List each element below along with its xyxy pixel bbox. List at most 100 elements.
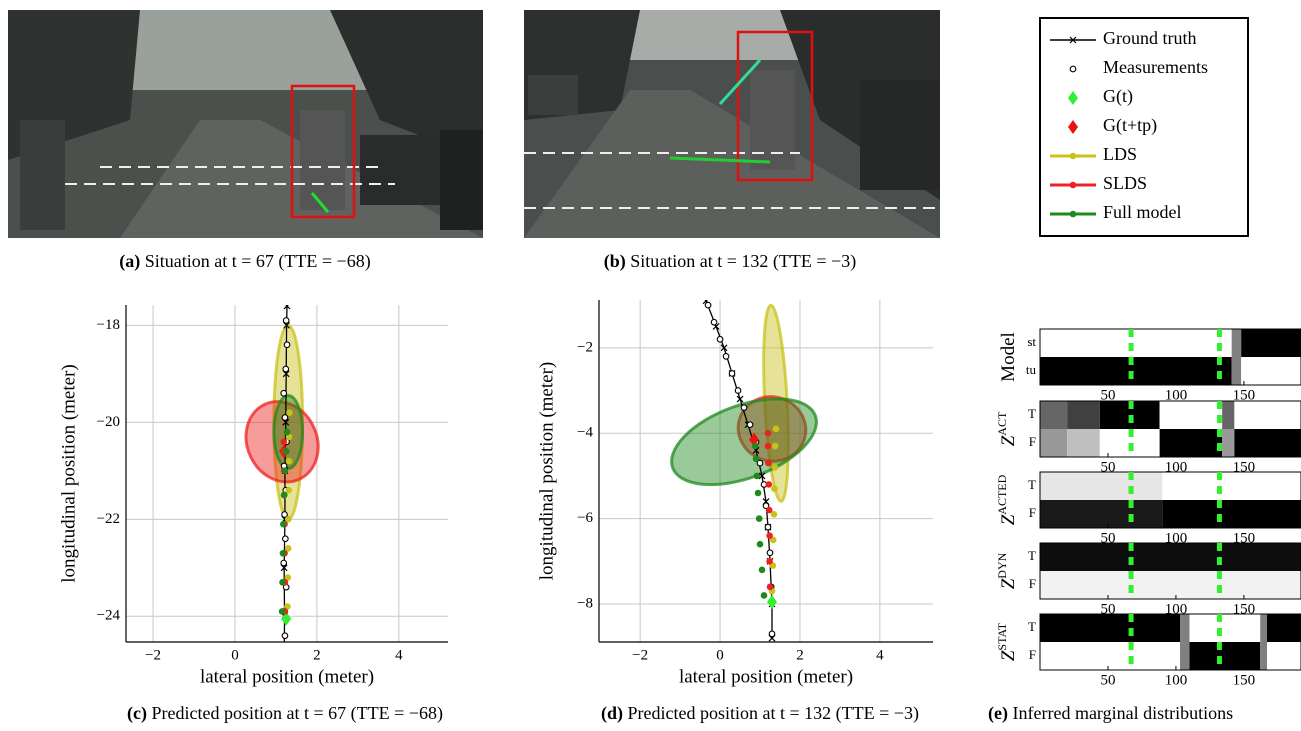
x-tick-label: 50	[1100, 387, 1115, 403]
y-tick-label: −8	[577, 595, 593, 611]
heat-cell	[1234, 401, 1301, 429]
legend-label: Measurements	[1103, 57, 1208, 77]
marker-dot	[771, 442, 779, 450]
marker-o	[746, 421, 754, 429]
y-tick-label: −4	[577, 425, 593, 441]
marker-o	[281, 657, 287, 663]
heat-cell	[1040, 543, 1301, 571]
heat-cell	[1180, 614, 1190, 642]
y-axis-label: longitudinal position (meter)	[536, 362, 557, 580]
marker-o	[1069, 65, 1077, 73]
marker-o	[285, 298, 291, 304]
marker-o	[768, 630, 776, 638]
x-tick-label: 2	[796, 647, 804, 663]
caption-text: Situation at t = 67 (TTE = −68)	[145, 251, 371, 272]
caption-tag: (c)	[127, 703, 147, 724]
marker-dot	[765, 459, 772, 467]
marker-x	[736, 395, 744, 403]
heat-cell	[1241, 329, 1301, 357]
row-label: ZSTAT	[995, 622, 1020, 661]
x-tick-label: 4	[876, 647, 884, 663]
y-tick-label: −2	[577, 339, 593, 355]
marker-dot	[285, 457, 293, 465]
heat-cell	[1159, 401, 1223, 429]
heat-cell	[1040, 500, 1163, 528]
state-label: tu	[1026, 362, 1037, 377]
marker-o	[766, 549, 774, 557]
marker-o	[282, 535, 289, 543]
marker-dot	[1069, 210, 1077, 218]
state-label: F	[1029, 434, 1036, 449]
caption-text: Predicted position at t = 132 (TTE = −3)	[628, 703, 919, 724]
panel-frame	[1039, 542, 1301, 600]
marker-dot	[280, 438, 288, 446]
marker-dot	[765, 506, 773, 514]
x-tick-label: 150	[1233, 672, 1256, 688]
state-label: T	[1028, 548, 1036, 563]
state-label: F	[1029, 576, 1036, 591]
row-label: Model	[998, 332, 1019, 382]
caption-text: Situation at t = 132 (TTE = −3)	[630, 251, 856, 272]
row-label-main: Z	[998, 650, 1019, 661]
x-tick-label: 100	[1165, 601, 1188, 617]
marker-o	[281, 632, 289, 640]
x-tick-label: 150	[1233, 530, 1256, 546]
state-label: T	[1028, 619, 1036, 634]
marker-o	[281, 414, 289, 421]
marker-o	[762, 502, 770, 510]
heat-cell	[1231, 357, 1242, 385]
marker-dot	[281, 467, 289, 475]
x-axis-label: lateral position (meter)	[679, 666, 853, 687]
marker-o	[282, 317, 290, 324]
legend-label: LDS	[1103, 144, 1137, 164]
x-tick-label: 100	[1165, 672, 1188, 688]
state-label: F	[1029, 647, 1036, 662]
marker-o	[280, 559, 288, 567]
marker-dot	[771, 485, 778, 493]
row-label-main: Z	[998, 578, 1019, 589]
marker-o	[283, 341, 291, 349]
marker-o	[716, 335, 724, 343]
legend-label: SLDS	[1103, 173, 1147, 193]
marker-x	[283, 305, 291, 310]
plot-area	[244, 298, 320, 663]
row-label: ZACT	[995, 411, 1020, 446]
marker-dot	[751, 442, 759, 450]
marker-dot	[772, 425, 780, 433]
heat-cell	[1189, 614, 1261, 642]
row-label-sup: DYN	[995, 552, 1009, 578]
row-label-sup: ACT	[995, 411, 1009, 436]
marker-dot	[284, 516, 292, 523]
heat-cell	[1222, 429, 1235, 457]
marker-dot	[764, 442, 772, 450]
marker-dot	[770, 511, 778, 518]
heat-cell	[1260, 614, 1268, 642]
marker-dot	[756, 540, 764, 548]
x-tick-label: 50	[1100, 601, 1115, 617]
marker-dot	[765, 481, 773, 488]
x-tick-label: 50	[1100, 459, 1115, 475]
x-tick-label: 2	[313, 647, 321, 663]
marker-o	[704, 301, 712, 309]
marker-dot	[280, 520, 287, 528]
marker-dot	[766, 583, 774, 591]
caption-tag: (a)	[119, 251, 140, 272]
heat-cell	[1040, 642, 1181, 670]
marker-x	[720, 344, 728, 352]
legend-label: Full model	[1103, 202, 1182, 222]
legend-label: G(t)	[1103, 86, 1133, 107]
marker-o	[281, 511, 288, 518]
x-tick-label: 4	[395, 647, 403, 663]
heat-cell	[1040, 571, 1301, 599]
marker-diamond	[1068, 120, 1078, 134]
state-label: F	[1029, 505, 1036, 520]
heat-cell	[1162, 500, 1301, 528]
heat-cell	[1159, 429, 1223, 457]
marker-o	[282, 365, 290, 373]
marker-dot	[764, 429, 772, 437]
marker-dot	[284, 545, 292, 552]
heat-cell	[1040, 401, 1068, 429]
caption: (d) Predicted position at t = 132 (TTE =…	[601, 703, 919, 724]
uncertainty-ellipse	[670, 397, 818, 487]
